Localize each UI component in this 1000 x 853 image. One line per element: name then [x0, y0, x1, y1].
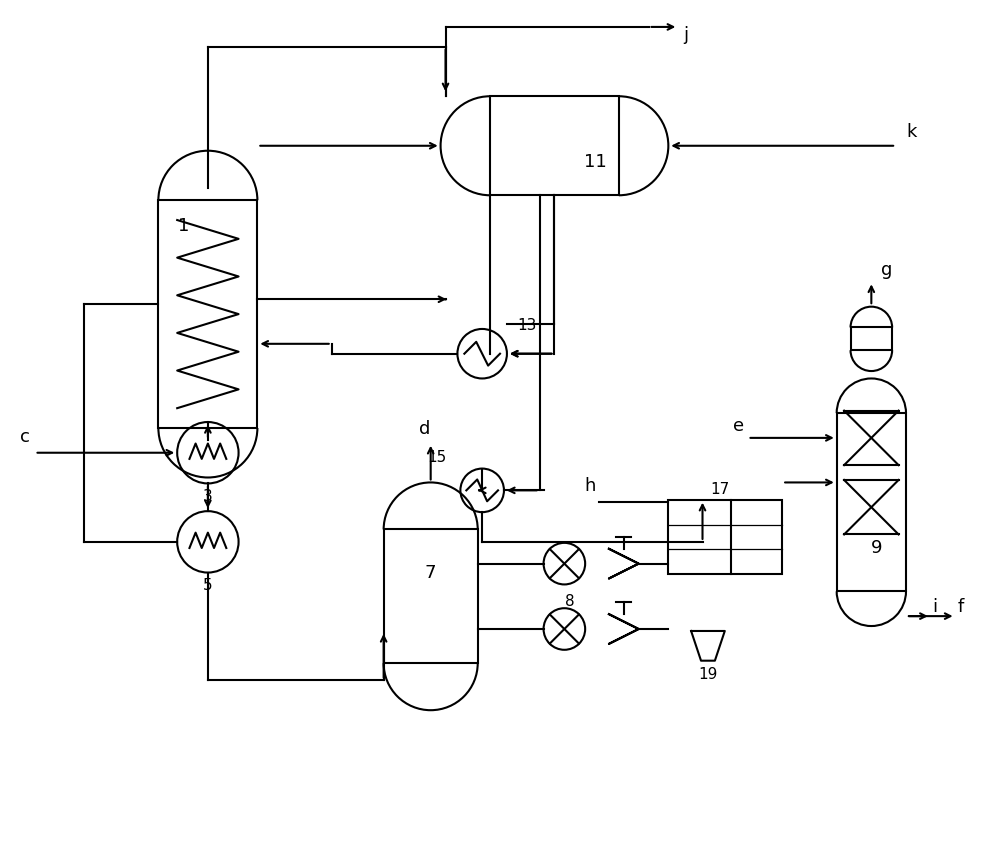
Text: 1: 1 — [178, 217, 190, 235]
Text: 9: 9 — [871, 538, 882, 556]
Text: 13: 13 — [517, 317, 536, 333]
Bar — [837, 414, 906, 592]
Text: 19: 19 — [698, 665, 718, 681]
Bar — [851, 328, 892, 351]
Text: d: d — [419, 420, 430, 438]
Bar — [384, 530, 478, 664]
Text: 8: 8 — [565, 594, 574, 608]
Text: e: e — [733, 416, 744, 434]
Bar — [668, 500, 782, 574]
Text: 3: 3 — [203, 489, 213, 503]
Bar — [158, 201, 257, 428]
Text: k: k — [906, 123, 916, 141]
Text: h: h — [584, 477, 596, 495]
Text: 11: 11 — [584, 153, 607, 171]
Text: 15: 15 — [428, 450, 447, 464]
Text: c: c — [20, 427, 30, 445]
Text: f: f — [957, 597, 964, 616]
Text: 17: 17 — [711, 481, 730, 496]
Text: j: j — [683, 26, 688, 44]
Text: i: i — [933, 597, 938, 616]
Text: 7: 7 — [425, 563, 436, 581]
Bar — [490, 97, 619, 196]
Text: 5: 5 — [203, 577, 213, 593]
Text: g: g — [881, 261, 893, 279]
